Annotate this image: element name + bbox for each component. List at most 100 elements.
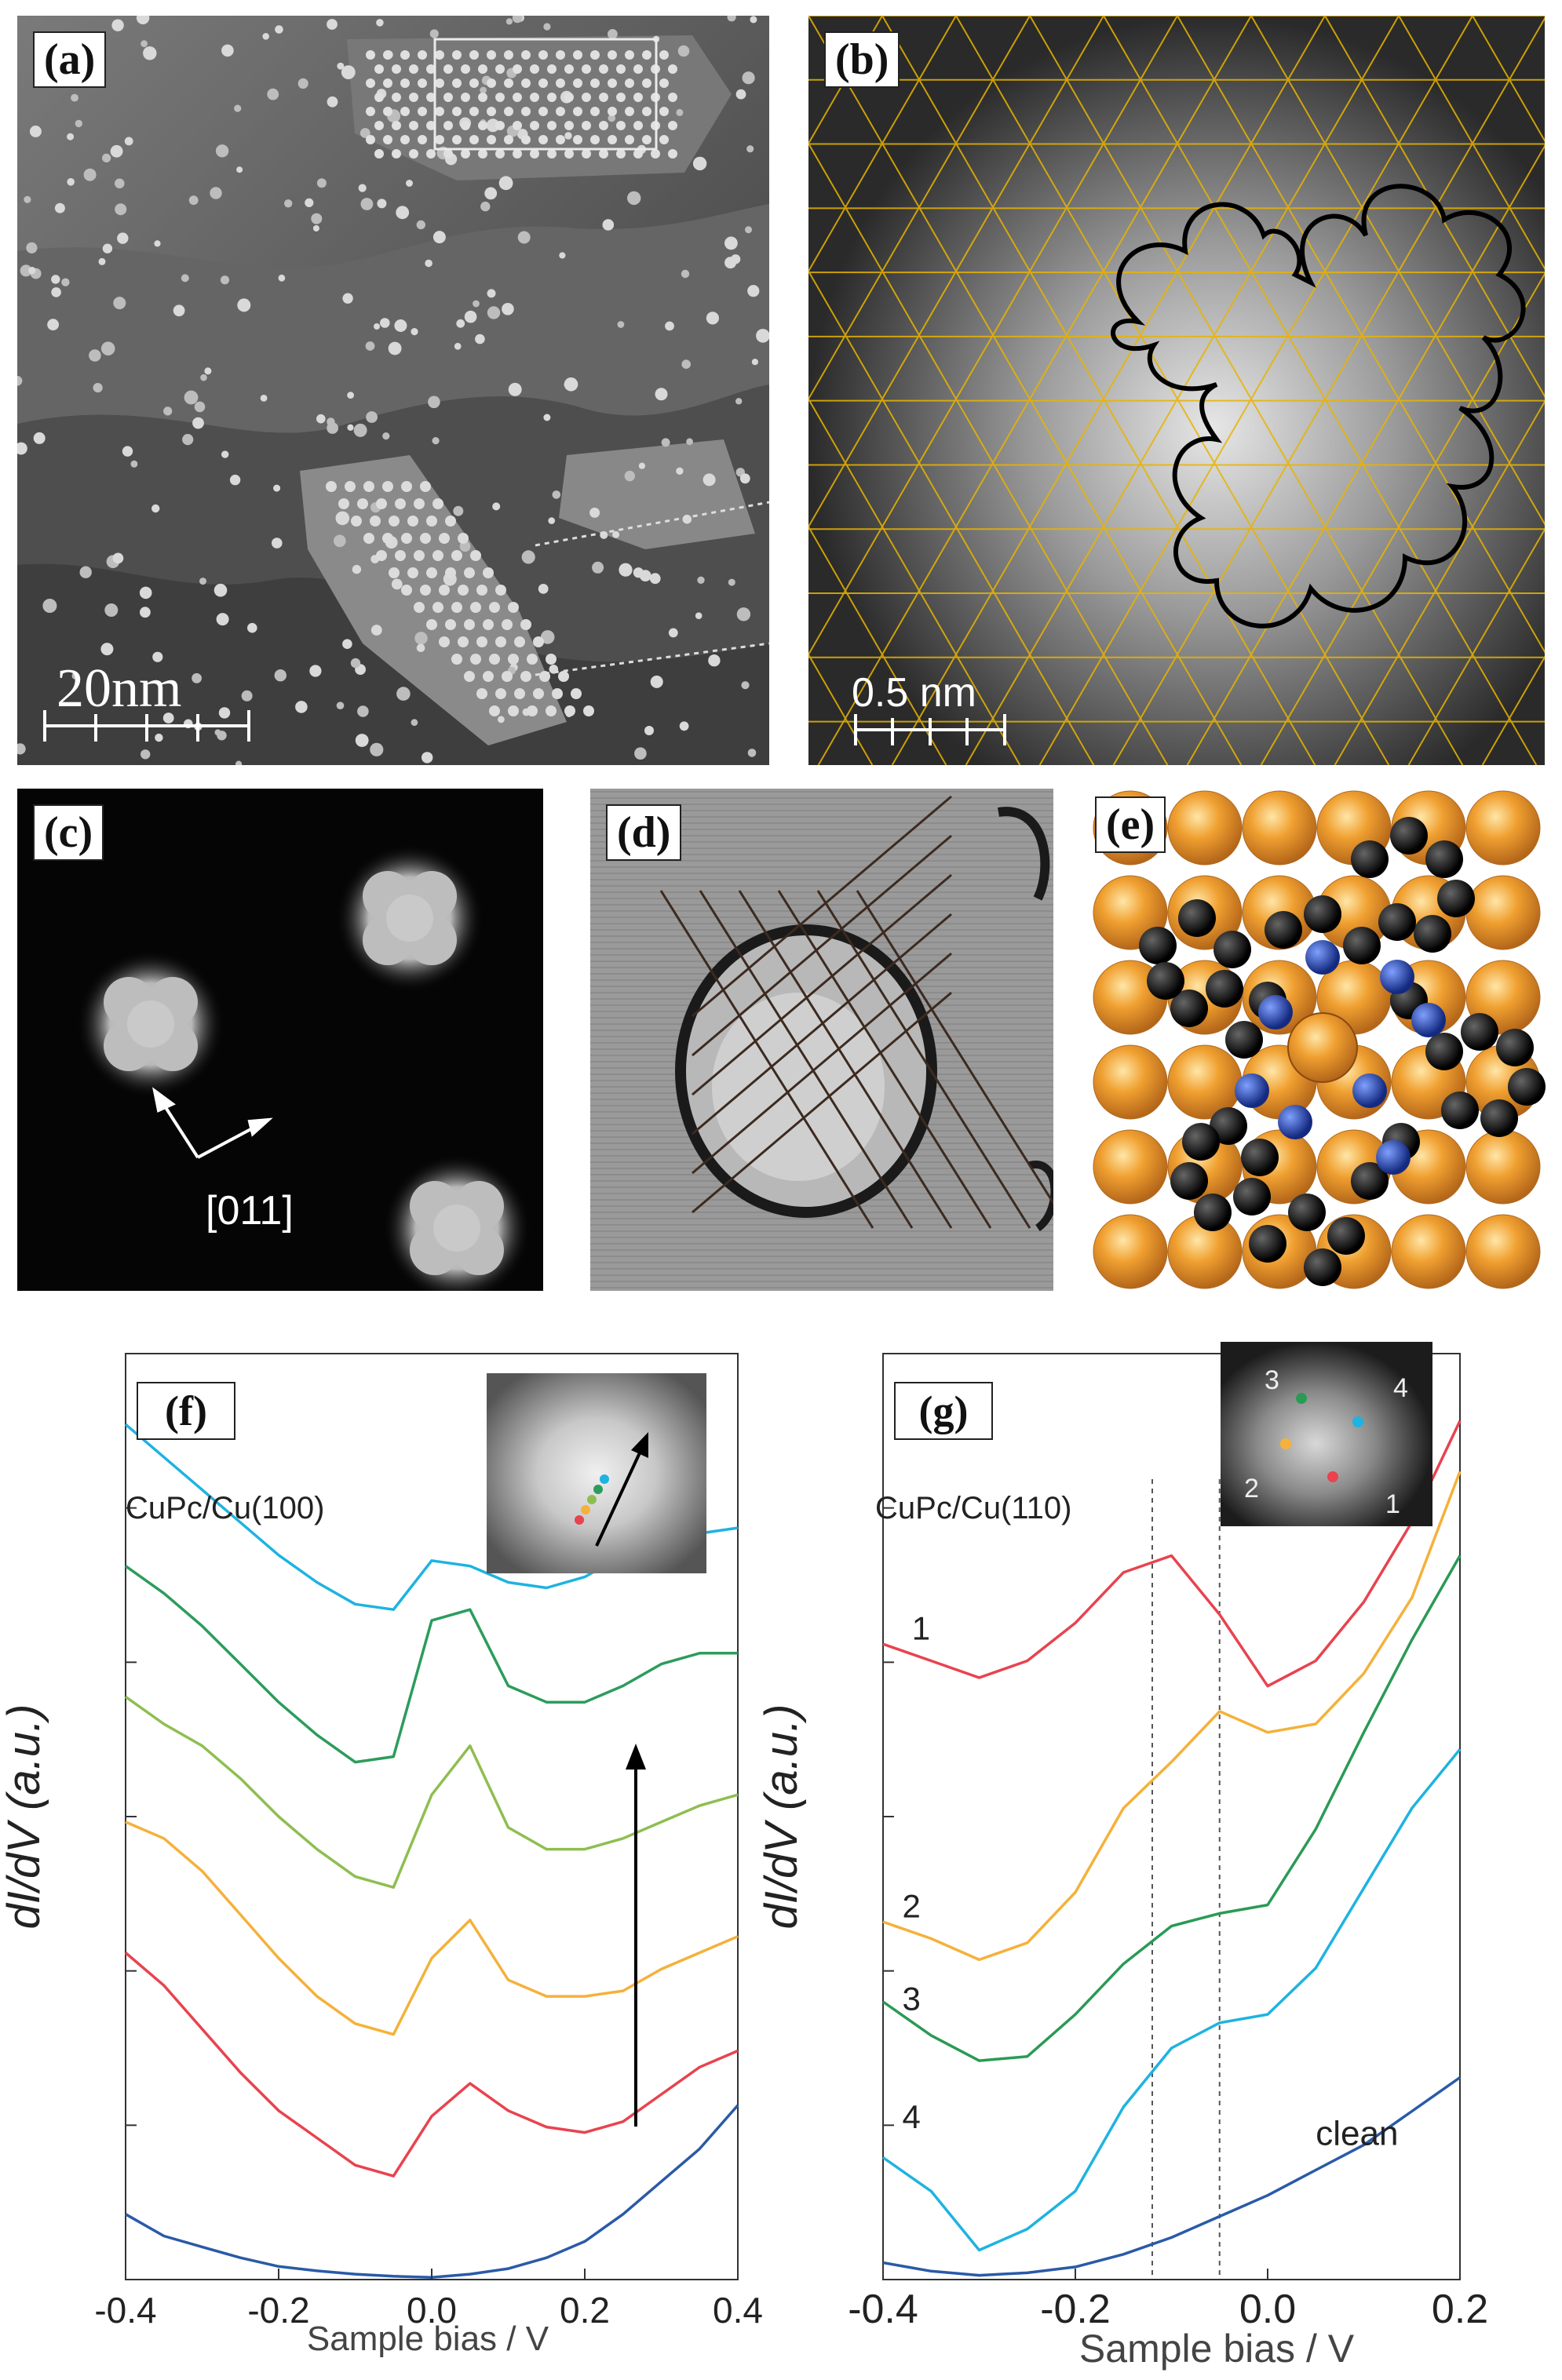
adsorbed-molecule — [642, 107, 651, 116]
adsorbed-molecule — [83, 168, 97, 181]
carbon-atom — [1225, 1021, 1263, 1059]
curve-label: 2 — [903, 1888, 921, 1925]
adsorbed-molecule — [352, 564, 362, 574]
adsorbed-molecule — [400, 135, 410, 144]
adsorbed-molecule — [409, 93, 418, 102]
adsorbed-molecule — [677, 45, 690, 57]
adsorbed-molecule — [454, 342, 462, 350]
adsorbed-molecule — [473, 300, 480, 308]
carbon-atom — [1182, 1123, 1220, 1161]
adsorbed-molecule — [370, 516, 381, 527]
carbon-atom — [1343, 927, 1381, 964]
adsorbed-molecule — [564, 149, 574, 159]
adsorbed-molecule — [625, 135, 634, 144]
adsorbed-molecule — [51, 287, 61, 297]
adsorbed-molecule — [163, 406, 173, 416]
adsorbed-molecule — [527, 654, 538, 665]
adsorbed-molecule — [418, 78, 427, 88]
panel-d: (d) — [590, 789, 1053, 1291]
adsorbed-molecule — [275, 25, 283, 34]
adsorbed-molecule — [625, 50, 634, 60]
adsorbed-molecule — [383, 107, 392, 116]
adsorbed-molecule — [445, 516, 456, 527]
copper-substrate-atom — [1093, 1044, 1168, 1120]
adsorbed-molecule — [668, 64, 677, 74]
adsorbed-molecule — [659, 78, 669, 88]
adsorbed-molecule — [633, 93, 643, 102]
x-tick-label: -0.2 — [247, 2290, 309, 2331]
adsorbed-molecule — [366, 411, 378, 423]
adsorbed-molecule — [366, 135, 375, 144]
adsorbed-molecule — [435, 78, 444, 88]
adsorbed-molecule — [552, 490, 561, 499]
adsorbed-molecule — [111, 19, 124, 31]
adsorbed-molecule — [420, 585, 431, 596]
adsorbed-molecule — [113, 297, 126, 310]
panel-a: 20nm (a) — [17, 16, 769, 765]
adsorbed-molecule — [533, 636, 544, 647]
scale-bar-a — [43, 710, 250, 742]
adsorbed-molecule — [443, 121, 453, 130]
adsorbed-molecule — [756, 329, 769, 343]
adsorbed-molecule — [483, 671, 494, 682]
adsorbed-molecule — [342, 293, 353, 304]
adsorbed-molecule — [407, 567, 418, 578]
adsorbed-molecule — [122, 446, 133, 457]
adsorbed-molecule — [42, 599, 57, 613]
adsorbed-molecule — [17, 442, 27, 455]
adsorbed-molecule — [54, 202, 65, 213]
adsorbed-molecule — [26, 242, 38, 253]
adsorbed-molecule — [357, 498, 368, 509]
adsorbed-molecule — [727, 16, 736, 22]
adsorbed-molecule — [351, 516, 362, 527]
adsorbed-molecule — [592, 561, 604, 574]
adsorbed-molecule — [347, 392, 354, 399]
adsorbed-molecule — [67, 133, 75, 140]
adsorbed-molecule — [668, 149, 677, 159]
chart-f-svg: -0.4 -0.2 0.0 0.2 0.4 (f) — [0, 1353, 763, 2358]
adsorbed-molecule — [406, 180, 413, 187]
adsorbed-molecule — [513, 149, 522, 159]
adsorbed-molecule — [502, 619, 513, 630]
carbon-atom — [1351, 840, 1389, 878]
inset-g: 3 4 2 1 — [1221, 1342, 1432, 1526]
adsorbed-molecule — [338, 498, 349, 509]
adsorbed-molecule — [564, 64, 574, 74]
adsorbed-molecule — [426, 516, 437, 527]
adsorbed-molecule — [451, 654, 462, 665]
copper-substrate-atom — [1465, 1214, 1541, 1289]
xlabel-g: Sample bias / V — [1079, 2327, 1355, 2371]
adsorbed-molecule — [439, 636, 450, 647]
adsorbed-molecule — [735, 89, 746, 100]
adsorbed-molecule — [192, 672, 202, 683]
adsorbed-molecule — [642, 78, 651, 88]
adsorbed-molecule — [559, 252, 566, 259]
adsorbed-molecule — [100, 341, 115, 356]
adsorbed-molecule — [359, 128, 370, 138]
adsorbed-molecule — [504, 78, 513, 88]
copper-substrate-atom — [1242, 790, 1317, 866]
adsorbed-molecule — [590, 50, 600, 60]
nitrogen-atom — [1380, 960, 1414, 994]
adsorbed-molecule — [312, 225, 319, 231]
panel-label-g: (g) — [919, 1387, 969, 1434]
adsorbed-molecule — [443, 64, 453, 74]
adsorbed-molecule — [392, 149, 401, 159]
copper-substrate-atom — [1465, 1129, 1541, 1205]
adsorbed-molecule — [420, 533, 431, 544]
adsorbed-molecule — [649, 573, 661, 585]
panel-label-c: (c) — [33, 804, 104, 861]
adsorbed-molecule — [540, 630, 555, 644]
adsorbed-molecule — [383, 135, 392, 144]
adsorbed-molecule — [608, 114, 616, 122]
adsorbed-molecule — [391, 578, 403, 590]
adsorbed-molecule — [735, 398, 743, 405]
adsorbed-molecule — [564, 132, 572, 140]
adsorbed-molecule — [143, 46, 157, 60]
adsorbed-molecule — [492, 502, 501, 511]
adsorbed-molecule — [194, 401, 206, 413]
adsorbed-molecule — [489, 602, 500, 613]
adsorbed-molecule — [382, 533, 393, 544]
curve-label: 4 — [903, 2098, 921, 2135]
adsorbed-molecule — [583, 705, 594, 716]
